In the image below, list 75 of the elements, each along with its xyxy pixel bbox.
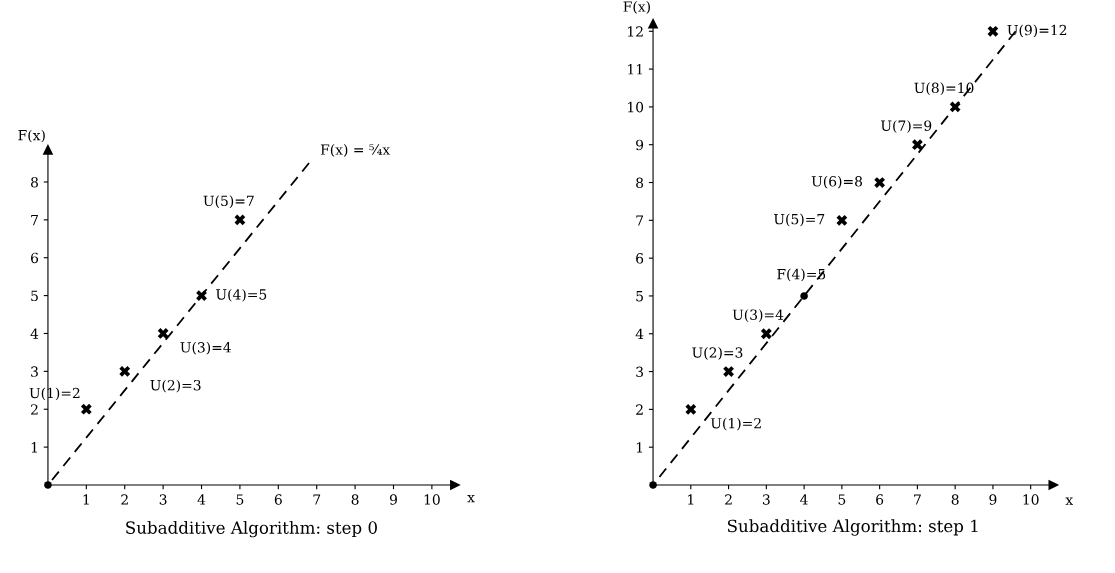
point (196, 290, 207, 301)
x-tick-label: 4 (800, 494, 808, 505)
point (157, 328, 169, 339)
annotation: U(1)=2 (710, 417, 761, 431)
y-tick-label: 3 (31, 366, 38, 377)
annotation: U(3)=4 (732, 309, 784, 322)
x-tick-label: 3 (762, 494, 770, 505)
point (987, 25, 999, 37)
annotation: U(2)=3 (692, 347, 743, 360)
y-tick-label: 11 (628, 64, 643, 75)
annotation: U(7)=9 (881, 120, 932, 133)
y-tick-label: 9 (636, 139, 644, 151)
y-tick-label: 1 (636, 442, 643, 453)
y-tick-label: 8 (31, 176, 38, 188)
x-tick-label: 8 (351, 494, 359, 505)
x-tick-label: 2 (121, 494, 128, 505)
point (760, 328, 772, 340)
point (949, 101, 961, 113)
y-tick-label: 7 (636, 215, 644, 226)
x-tick-label: 2 (725, 494, 732, 505)
annotation: U(3)=4 (180, 341, 231, 355)
point (800, 292, 808, 300)
annotation: U(9)=12 (1007, 24, 1067, 38)
annotation: U(4)=5 (216, 288, 267, 302)
x-tick-label: 9 (389, 494, 397, 505)
x-tick-label: 10 (1023, 494, 1039, 505)
y-tick-label: 1 (31, 442, 37, 453)
x-axis-title: x (467, 495, 475, 503)
x-tick-label: 9 (989, 494, 997, 505)
y-tick-label: 6 (636, 253, 644, 264)
x-tick-label: 7 (313, 494, 321, 505)
text: Subadditive Algorithm: step 0 (126, 520, 377, 538)
x-tick-label: 8 (951, 494, 959, 505)
annotation: U(6)=8 (811, 175, 863, 189)
y-axis-title: F(x) (623, 1, 650, 14)
y-tick-label: 4 (635, 328, 644, 340)
annotation: U(8)=10 (914, 82, 974, 96)
x-tick-label: 5 (838, 494, 846, 505)
x-tick-label: 1 (83, 494, 89, 505)
x-tick-label: 1 (688, 494, 694, 505)
y-tick-label: 5 (31, 290, 38, 302)
y-axis-title: F(x) (18, 129, 45, 143)
point (874, 177, 886, 188)
x-tick-label: 4 (197, 494, 206, 505)
annotation: U(5)=7 (203, 195, 254, 209)
y-tick-label: 6 (31, 252, 39, 264)
x-tick-label: 5 (236, 494, 244, 505)
x-tick-label: 3 (159, 494, 167, 505)
y-tick-label: 3 (636, 366, 643, 378)
annotation: U(2)=3 (150, 379, 201, 393)
point (685, 403, 697, 415)
text: Subadditive Algorithm: step 1 (727, 519, 978, 536)
point (234, 214, 246, 226)
point (836, 214, 848, 226)
x-tick-label: 6 (274, 494, 282, 505)
point (119, 365, 131, 377)
y-tick-label: 2 (31, 404, 38, 415)
point (912, 139, 923, 151)
y-tick-label: 5 (636, 291, 643, 302)
y-tick-label: 10 (628, 101, 644, 113)
x-tick-label: 10 (424, 494, 440, 505)
x-tick-label: 7 (914, 494, 921, 505)
y-tick-label: 8 (636, 177, 644, 188)
point (649, 481, 657, 489)
y-tick-label: 4 (30, 328, 39, 339)
point (44, 481, 52, 489)
point (723, 366, 734, 377)
x-tick-label: 6 (876, 494, 884, 505)
y-tick-label: 2 (636, 404, 643, 415)
y-tick-label: 7 (31, 215, 38, 226)
point (80, 403, 92, 415)
annotation: F(x) = ⁵⁄₄x (320, 144, 391, 157)
annotation: U(5)=7 (774, 213, 825, 227)
x-axis-title: x (1065, 497, 1074, 505)
y-tick-label: 12 (628, 26, 643, 37)
